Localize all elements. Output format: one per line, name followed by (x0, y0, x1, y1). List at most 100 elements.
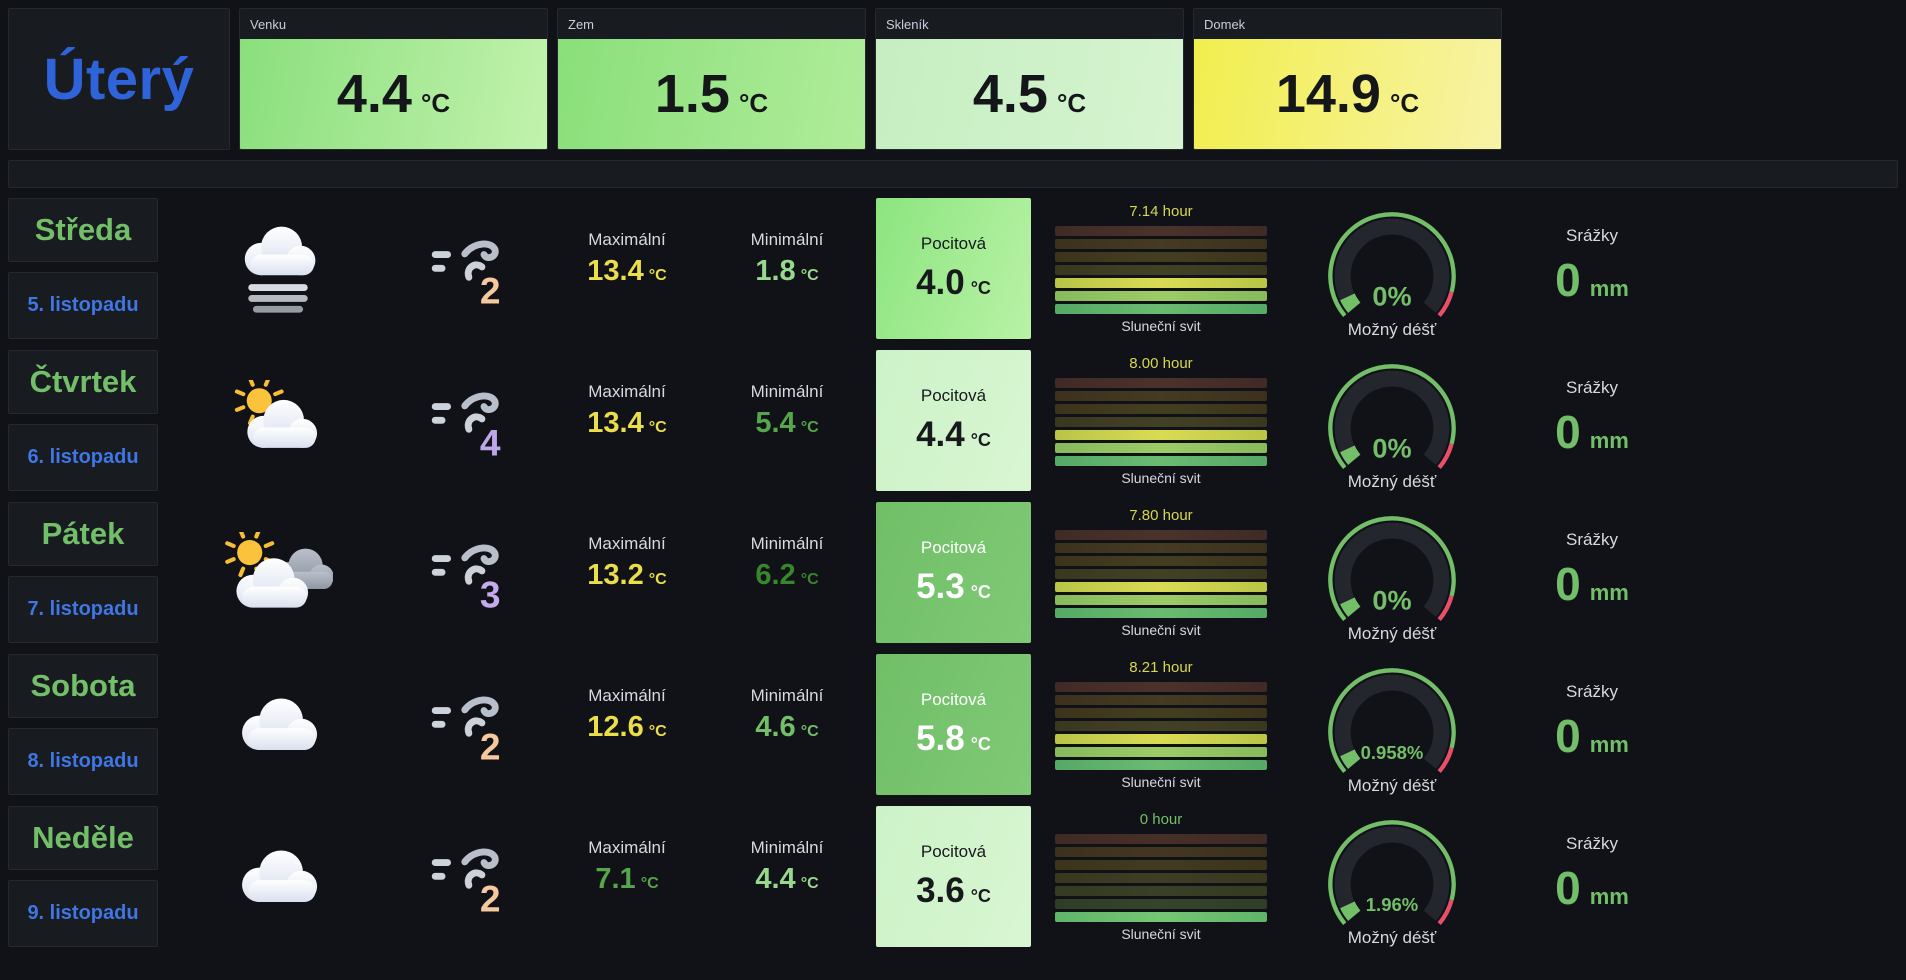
sun-cloud-glyph (234, 379, 318, 448)
precipitation: Srážky 0 mm (1507, 502, 1677, 643)
wind-icon: 4 (398, 350, 548, 491)
feels-value-group: 4.4 °C (916, 415, 991, 455)
sunshine-caption: Sluneční svit (1121, 926, 1201, 942)
panel-day-date: 9. listopadu (8, 880, 158, 947)
min-label: Minimální (750, 838, 824, 857)
min-temperature: Minimální 1.8 °C (712, 198, 862, 339)
gauge-glyph: 0% (1328, 516, 1456, 622)
temperature-unit: °C (1389, 87, 1420, 118)
gauge-glyph: 0% (1328, 364, 1456, 470)
sun-bar (1055, 403, 1267, 414)
wind-icon: 2 (398, 198, 548, 339)
day-name-label: Sobota (30, 668, 136, 703)
panel-day-name: Pátek (8, 502, 158, 566)
day-date-label: 6. listopadu (27, 446, 139, 468)
panel-stat-sklenik: Skleník 4.5 °C (875, 8, 1184, 150)
max-value-group: 13.2 °C (587, 559, 666, 592)
feels-value-group: 5.3 °C (916, 567, 991, 607)
feels-value: 5.8 (916, 719, 965, 758)
day-date-label: 8. listopadu (27, 750, 139, 772)
wind-icon: 3 (398, 502, 548, 643)
sunshine-hours: 7.14 hour (1129, 203, 1193, 220)
rain-gauge-cell: 0.958% Možný déšť (1317, 654, 1467, 795)
day-column: Neděle 9. listopadu (8, 806, 158, 947)
sun-bar (1055, 733, 1267, 744)
panel-title[interactable]: Zem (568, 16, 594, 32)
max-value: 13.4 (587, 407, 644, 439)
min-temperature: Minimální 5.4 °C (712, 350, 862, 491)
precip-value-group: 0 mm (1555, 557, 1629, 611)
panel-day-date: 5. listopadu (8, 272, 158, 339)
forecast-row: Pátek 7. listopadu 3 Maximální 13.2 °C M… (8, 502, 1906, 643)
rain-caption: Možný déšť (1347, 624, 1437, 643)
sun-bar (1055, 238, 1267, 249)
max-value-group: 13.4 °C (587, 407, 666, 440)
max-label: Maximální (588, 534, 666, 553)
sun-bar (1055, 290, 1267, 301)
precip-value: 0 (1555, 862, 1581, 914)
precipitation: Srážky 0 mm (1507, 806, 1677, 947)
sun-bar (1055, 872, 1267, 883)
sunshine-bars (1055, 225, 1267, 314)
precipitation: Srážky 0 mm (1507, 198, 1677, 339)
sun-bar (1055, 833, 1267, 844)
min-temperature: Minimální 6.2 °C (712, 502, 862, 643)
rain-gauge-cell: 0% Možný déšť (1317, 350, 1467, 491)
day-column: Středa 5. listopadu (8, 198, 158, 339)
precip-unit: mm (1589, 276, 1629, 301)
panel-feels-like: Pocitová 4.4 °C (876, 350, 1031, 491)
wind-glyph: 4 (431, 392, 501, 463)
temperature-value: 1.5 (654, 64, 730, 124)
min-label: Minimální (750, 534, 824, 553)
sun-bar (1055, 759, 1267, 770)
max-value-group: 12.6 °C (587, 711, 666, 744)
day-name-label: Pátek (41, 516, 125, 551)
precip-unit: mm (1589, 732, 1629, 757)
fog-icon (198, 198, 358, 339)
panel-title[interactable]: Skleník (886, 16, 929, 32)
sun-bar (1055, 846, 1267, 857)
day-date-label: 5. listopadu (27, 294, 139, 316)
panel-title[interactable]: Venku (250, 16, 287, 32)
sunshine-caption: Sluneční svit (1121, 318, 1201, 334)
temperature-unit: °C (1056, 87, 1087, 118)
min-value: 1.8 (755, 255, 796, 287)
sun-bar (1055, 416, 1267, 427)
svg-text:2: 2 (480, 877, 501, 919)
panel-day-name: Sobota (8, 654, 158, 718)
feels-label: Pocitová (920, 386, 987, 405)
panel-title[interactable]: Domek (1204, 16, 1246, 32)
svg-text:0%: 0% (1372, 281, 1411, 312)
sun-bar (1055, 581, 1267, 592)
svg-text:3: 3 (480, 573, 501, 615)
sun-clouds-icon (198, 502, 358, 643)
day-date-label: 9. listopadu (27, 902, 139, 924)
sun-bar (1055, 377, 1267, 388)
min-value-group: 1.8 °C (755, 255, 818, 288)
sunshine-bars (1055, 833, 1267, 922)
day-column: Sobota 8. listopadu (8, 654, 158, 795)
temperature-unit: °C (420, 87, 451, 118)
panel-feels-like: Pocitová 5.3 °C (876, 502, 1031, 643)
stat-value-area: 1.5 °C (558, 39, 865, 149)
rain-caption: Možný déšť (1347, 320, 1437, 339)
max-temperature: Maximální 13.4 °C (552, 198, 702, 339)
precip-value: 0 (1555, 254, 1581, 306)
day-name-label: Čtvrtek (29, 364, 137, 399)
day-column: Pátek 7. listopadu (8, 502, 158, 643)
svg-text:0%: 0% (1372, 585, 1411, 616)
max-label: Maximální (588, 838, 666, 857)
sunshine-chart: 7.80 hour Sluneční svit (1045, 502, 1277, 643)
header-row: Úterý Venku 4.4 °C Zem 1.5 °C Skleník 4.… (0, 0, 1906, 150)
weather-dashboard: Úterý Venku 4.4 °C Zem 1.5 °C Skleník 4.… (0, 0, 1906, 947)
precip-label: Srážky (1566, 834, 1618, 853)
max-unit: °C (648, 419, 667, 436)
max-value: 13.2 (587, 559, 644, 591)
max-value: 7.1 (595, 863, 636, 895)
wind-glyph: 2 (431, 696, 501, 767)
panel-stat-zem: Zem 1.5 °C (557, 8, 866, 150)
max-unit: °C (648, 571, 667, 588)
max-label: Maximální (588, 686, 666, 705)
rain-caption: Možný déšť (1347, 928, 1437, 947)
rain-gauge: 0% (1318, 501, 1466, 632)
